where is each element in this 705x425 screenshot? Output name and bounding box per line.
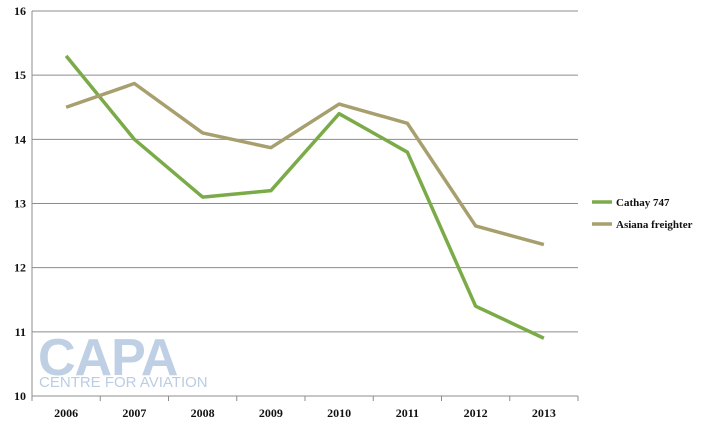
y-tick-labels: 10 11 12 13 14 15 16 <box>14 4 26 403</box>
series-line-cathay-747 <box>64 54 545 340</box>
y-tick-label: 16 <box>14 4 26 18</box>
x-tick-label: 2010 <box>327 406 351 420</box>
series-line-asiana-freighter <box>65 81 545 247</box>
x-tick-label: 2012 <box>464 406 488 420</box>
axes <box>31 11 579 401</box>
x-tick-labels: 2006 2007 2008 2009 2010 2011 2012 2013 <box>54 406 556 420</box>
legend: Cathay 747 Asiana freighter <box>592 197 693 231</box>
y-tick-label: 12 <box>14 261 26 275</box>
x-tick-label: 2013 <box>532 406 556 420</box>
y-tick-label: 15 <box>14 68 26 82</box>
y-tick-label: 10 <box>14 389 26 403</box>
logo-main-text: CAPA <box>38 329 178 387</box>
legend-label: Asiana freighter <box>616 219 693 231</box>
gridlines <box>32 10 578 333</box>
series-lines <box>64 54 545 340</box>
x-tick-label: 2009 <box>259 406 283 420</box>
y-tick-label: 14 <box>14 132 26 146</box>
y-tick-label: 11 <box>15 325 26 339</box>
y-tick-label: 13 <box>14 197 26 211</box>
legend-label: Cathay 747 <box>616 197 670 209</box>
x-tick-label: 2007 <box>122 406 146 420</box>
x-tick-label: 2008 <box>191 406 215 420</box>
x-tick-label: 2011 <box>396 406 419 420</box>
logo-sub-text: CENTRE FOR AVIATION <box>39 374 208 391</box>
capa-logo-watermark: CAPA CENTRE FOR AVIATION <box>38 329 208 391</box>
x-tick-label: 2006 <box>54 406 78 420</box>
